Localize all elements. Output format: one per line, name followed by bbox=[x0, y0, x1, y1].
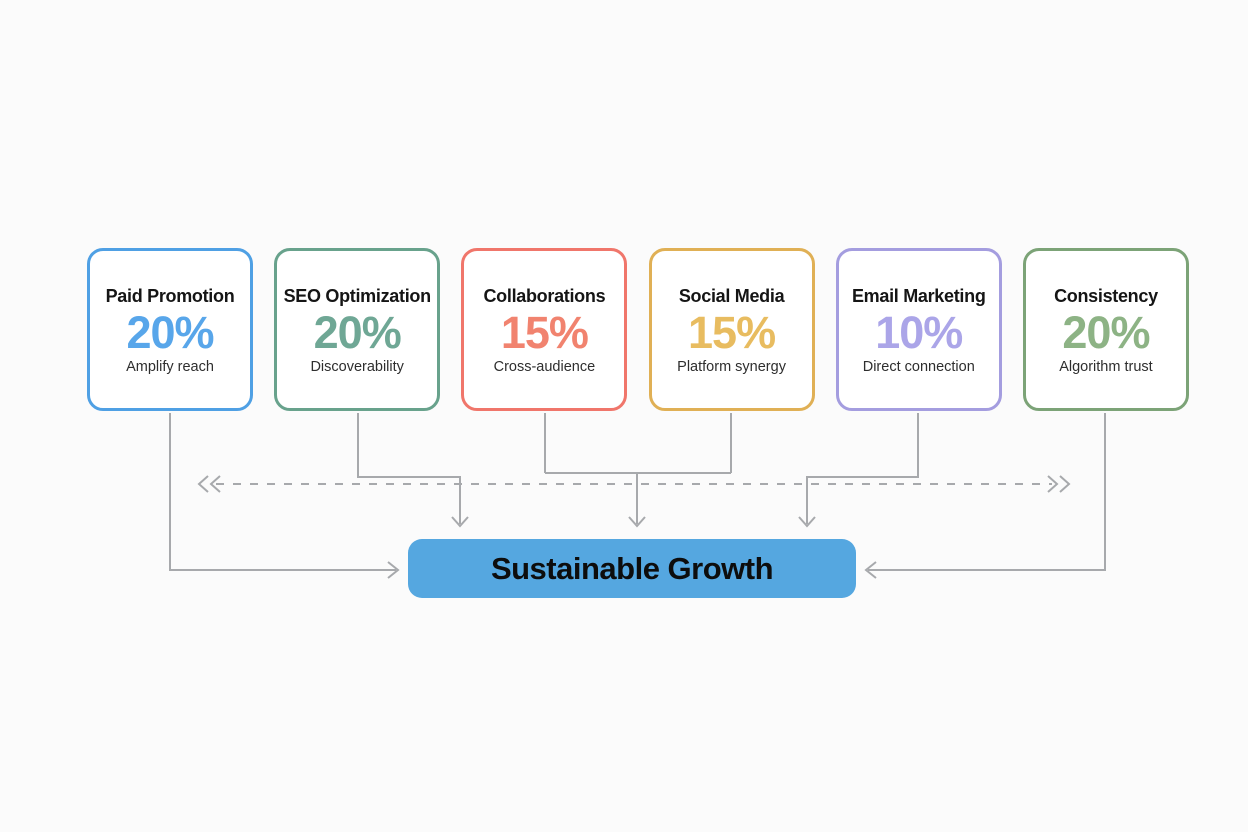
card-seo-optimization: SEO Optimization 20% Discoverability bbox=[274, 248, 441, 411]
card-percent: 20% bbox=[126, 307, 214, 359]
card-percent: 15% bbox=[688, 307, 776, 359]
connector-paid-promotion bbox=[169, 413, 396, 571]
arrowhead-right-icon bbox=[387, 561, 400, 579]
card-subtitle: Discoverability bbox=[310, 358, 404, 375]
card-subtitle: Platform synergy bbox=[677, 358, 786, 375]
card-title: Consistency bbox=[1054, 286, 1158, 307]
arrowhead-left-icon bbox=[864, 561, 877, 579]
card-percent: 20% bbox=[313, 307, 402, 359]
strategy-cards-row: Paid Promotion 20% Amplify reach SEO Opt… bbox=[87, 248, 1189, 411]
connector-seo-optimization bbox=[357, 413, 461, 524]
card-email-marketing: Email Marketing 10% Direct connection bbox=[835, 248, 1002, 411]
card-title: Collaborations bbox=[483, 286, 606, 307]
double-chevron-left-icon bbox=[197, 475, 209, 493]
card-title: SEO Optimization bbox=[283, 286, 432, 307]
card-percent: 20% bbox=[1062, 307, 1150, 359]
double-chevron-right-icon bbox=[1047, 475, 1059, 493]
card-title: Paid Promotion bbox=[105, 286, 235, 307]
card-consistency: Consistency 20% Algorithm trust bbox=[1022, 248, 1189, 411]
arrowhead-down-icon bbox=[798, 516, 816, 528]
card-collaborations: Collaborations 15% Cross-audience bbox=[461, 248, 628, 411]
arrowhead-down-icon bbox=[451, 516, 469, 528]
card-social-media: Social Media 15% Platform synergy bbox=[648, 248, 815, 411]
sustainable-growth-box: Sustainable Growth bbox=[408, 539, 856, 598]
card-percent: 15% bbox=[500, 307, 589, 359]
card-subtitle: Direct connection bbox=[862, 358, 975, 375]
card-title: Email Marketing bbox=[851, 286, 986, 307]
double-chevron-left-icon bbox=[209, 475, 221, 493]
double-chevron-right-icon bbox=[1059, 475, 1071, 493]
connector-email-marketing bbox=[806, 413, 919, 524]
card-subtitle: Cross-audience bbox=[493, 358, 596, 375]
sustainable-growth-label: Sustainable Growth bbox=[490, 550, 774, 586]
card-subtitle: Algorithm trust bbox=[1059, 358, 1153, 375]
card-percent: 10% bbox=[875, 307, 963, 359]
card-title: Social Media bbox=[678, 286, 785, 307]
connector-consistency bbox=[868, 413, 1106, 571]
card-subtitle: Amplify reach bbox=[126, 358, 214, 375]
arrowhead-down-icon bbox=[628, 516, 646, 528]
card-paid-promotion: Paid Promotion 20% Amplify reach bbox=[87, 248, 253, 411]
